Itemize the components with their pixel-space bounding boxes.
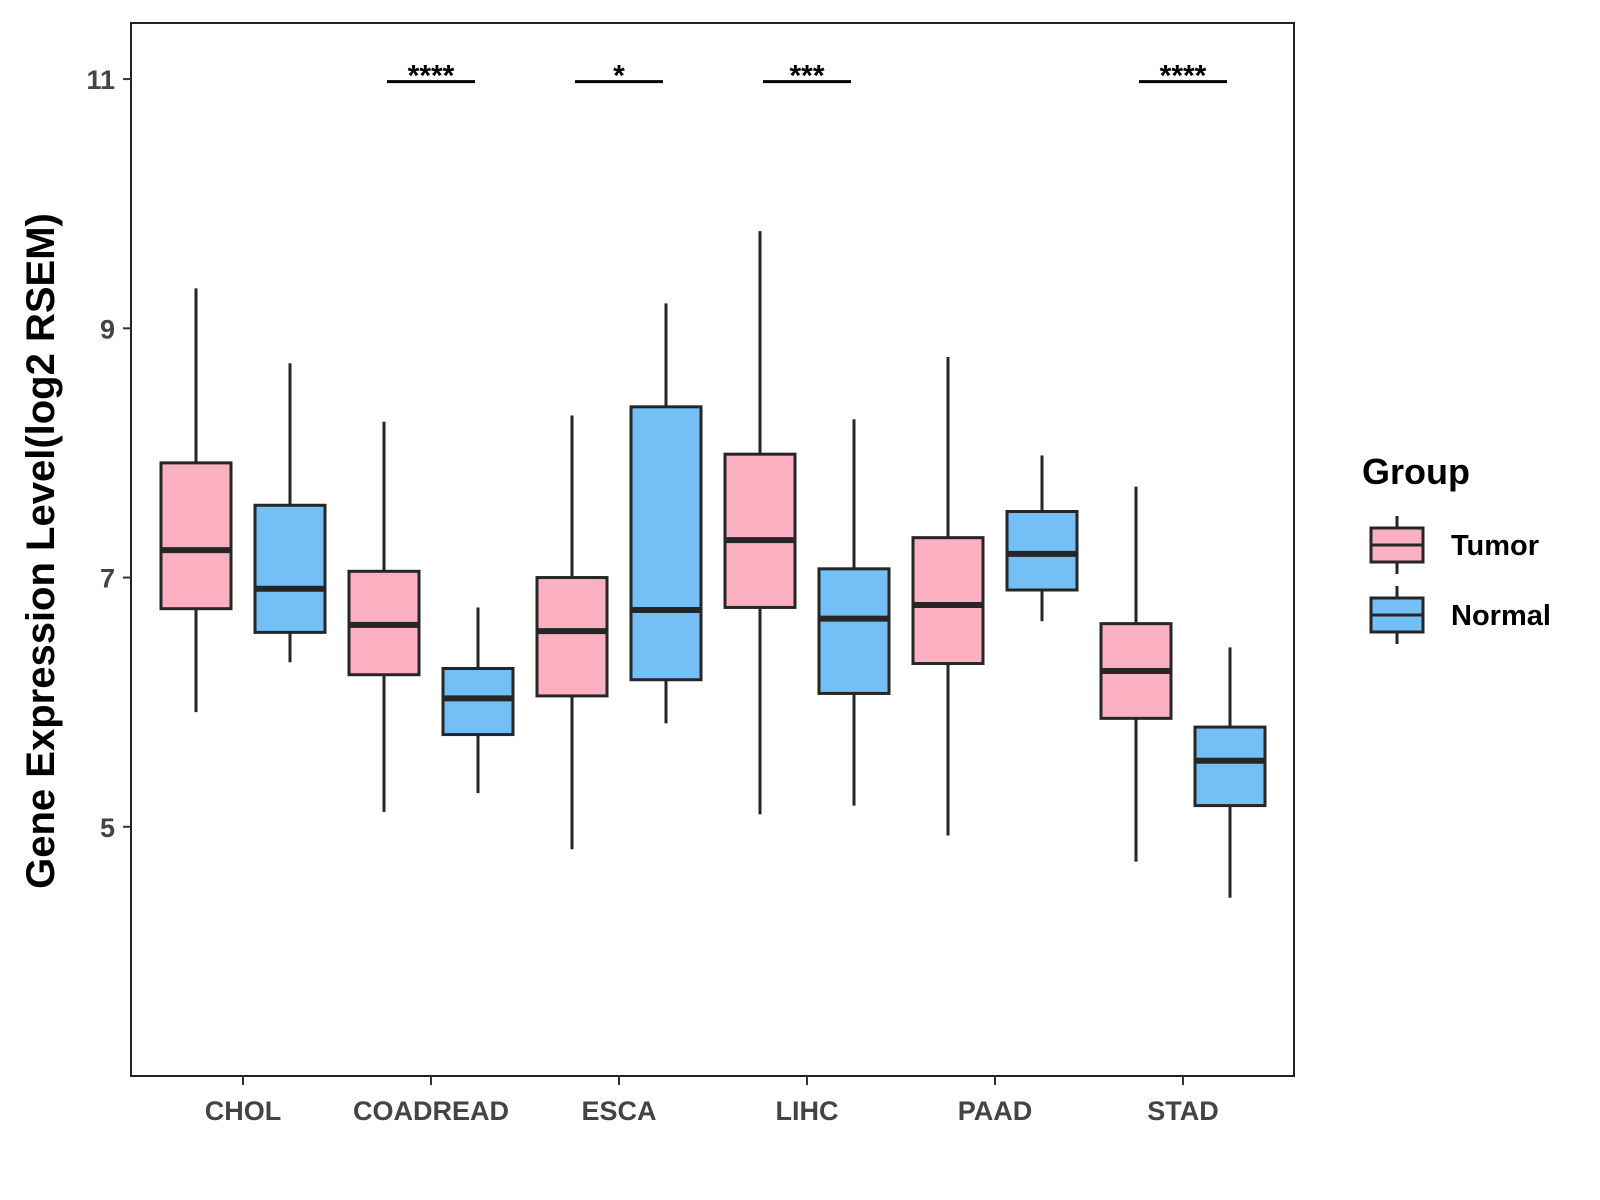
significance-label: ***: [789, 60, 824, 93]
box-series: [159, 231, 1267, 898]
box-iqr: [253, 503, 327, 634]
legend-item-normal: Normal: [1369, 586, 1551, 644]
box-iqr: [911, 536, 985, 666]
tumor-box: [159, 288, 233, 713]
x-axis: CHOL COADREAD ESCA LIHC PAAD STAD: [205, 1076, 1219, 1126]
normal-box: [441, 607, 515, 794]
normal-box: [817, 419, 891, 806]
normal-box: [629, 303, 703, 724]
legend-item-tumor: Tumor: [1369, 516, 1539, 574]
tumor-box: [911, 356, 985, 836]
box-iqr: [817, 567, 891, 695]
x-tick-label: STAD: [1147, 1096, 1219, 1126]
x-tick-label: CHOL: [205, 1096, 282, 1126]
box-iqr: [723, 452, 797, 609]
legend-label: Normal: [1451, 600, 1551, 632]
box-iqr: [159, 461, 233, 611]
x-tick-label: ESCA: [581, 1096, 656, 1126]
box-iqr: [1193, 725, 1267, 808]
normal-box: [253, 363, 327, 663]
box-iqr: [535, 576, 609, 698]
significance-label: *: [613, 60, 625, 93]
significance-label: ****: [1160, 60, 1207, 93]
tumor-box: [535, 415, 609, 850]
x-tick-label: COADREAD: [353, 1096, 509, 1126]
x-tick-label: LIHC: [776, 1096, 839, 1126]
normal-box: [1193, 647, 1267, 898]
normal-box: [1005, 455, 1079, 622]
legend: Group Tumor Normal: [1362, 451, 1551, 644]
tumor-box: [723, 231, 797, 815]
y-tick-label: 9: [100, 314, 115, 344]
y-tick-label: 5: [100, 813, 115, 843]
legend-title: Group: [1362, 451, 1470, 492]
significance-annotations: **** * *** ****: [387, 60, 1227, 93]
significance-label: ****: [408, 60, 455, 93]
box-iqr: [629, 405, 703, 682]
y-axis: 5 7 9 11: [86, 65, 131, 843]
tumor-box: [1099, 486, 1173, 862]
y-tick-label: 11: [86, 65, 115, 95]
x-tick-label: PAAD: [958, 1096, 1033, 1126]
tumor-box: [347, 421, 421, 812]
box-iqr: [441, 667, 515, 737]
y-axis-title: Gene Expression Level(log2 RSEM): [19, 213, 63, 889]
legend-label: Tumor: [1451, 530, 1539, 562]
box-iqr: [1005, 509, 1079, 592]
y-tick-label: 7: [100, 564, 115, 594]
